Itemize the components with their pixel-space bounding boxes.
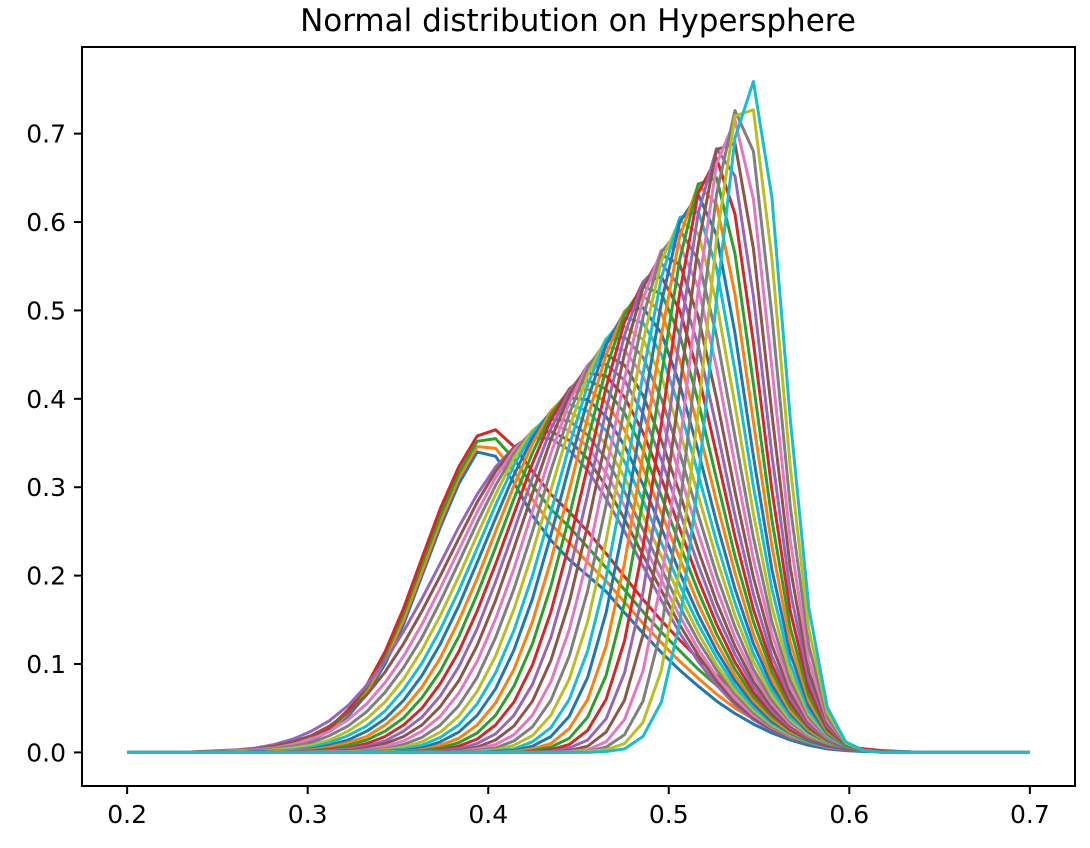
chart-title: Normal distribution on Hypersphere <box>300 3 856 39</box>
y-tick-label: 0.5 <box>26 296 66 325</box>
y-tick-label: 0.2 <box>26 562 66 591</box>
y-tick-label: 0.6 <box>26 208 66 237</box>
y-tick-label: 0.4 <box>26 385 66 414</box>
x-tick-label: 0.2 <box>107 800 147 829</box>
axes: 0.2 0.3 0.4 0.5 0.6 0.7 0.0 0.1 0.2 0.3 0.4 0.5 0.6 0… <box>26 46 1076 829</box>
y-tick-label: 0.1 <box>26 650 66 679</box>
series-line-40 <box>127 80 1030 754</box>
axes-frame <box>81 46 1076 787</box>
y-tick-label: 0.3 <box>26 473 66 502</box>
x-tick-label: 0.4 <box>468 800 508 829</box>
x-tick-label: 0.7 <box>1010 800 1050 829</box>
x-tick-label: 0.6 <box>829 800 869 829</box>
plot-area <box>127 80 1030 754</box>
x-tick-label: 0.3 <box>288 800 328 829</box>
y-tick-label: 0.0 <box>26 738 66 767</box>
y-tick-label: 0.7 <box>26 120 66 149</box>
x-tick-label: 0.5 <box>649 800 689 829</box>
